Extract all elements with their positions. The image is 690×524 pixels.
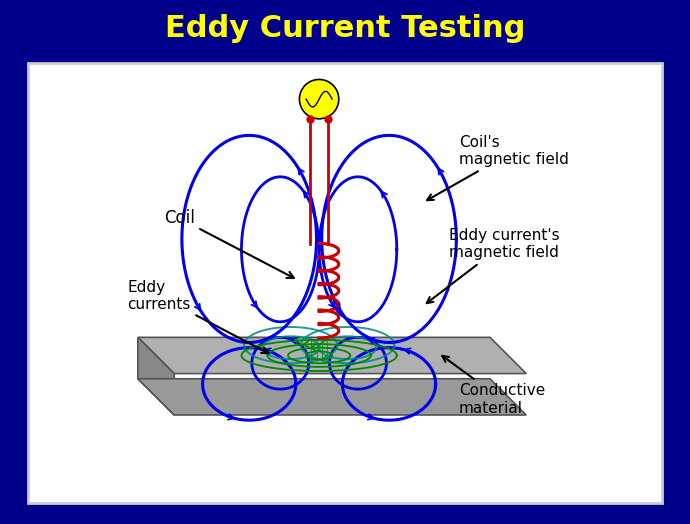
Text: Eddy current's
magnetic field: Eddy current's magnetic field	[426, 228, 559, 303]
Text: Coil: Coil	[164, 209, 294, 278]
Polygon shape	[138, 337, 174, 415]
Text: Coil's
magnetic field: Coil's magnetic field	[427, 135, 569, 200]
Polygon shape	[138, 337, 526, 374]
Circle shape	[299, 80, 339, 119]
Text: Eddy Current Testing: Eddy Current Testing	[165, 14, 525, 43]
Text: Eddy
currents: Eddy currents	[128, 280, 268, 353]
Text: Conductive
material: Conductive material	[442, 356, 545, 416]
Polygon shape	[138, 379, 526, 415]
